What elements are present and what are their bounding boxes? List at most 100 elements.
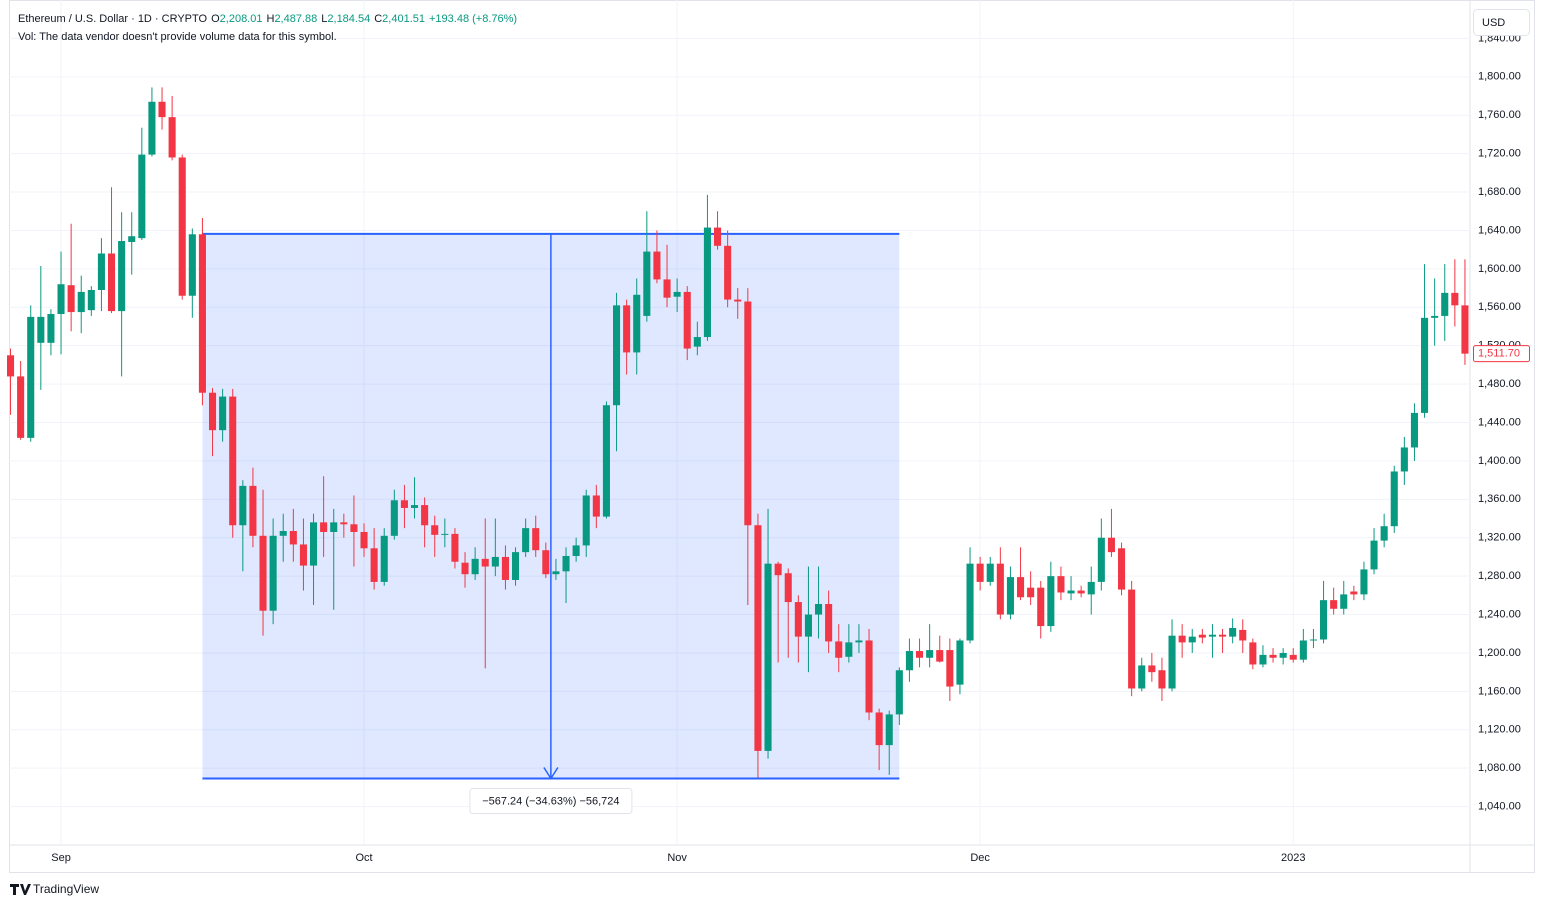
candle-body (1107, 537, 1115, 553)
candle-body (663, 279, 671, 298)
candle-body (1370, 540, 1378, 570)
candle-body (320, 522, 328, 532)
candle-body (1037, 587, 1045, 627)
candle-body (67, 285, 75, 313)
y-tick-label: 1,480.00 (1478, 378, 1521, 390)
candle-body (804, 614, 812, 637)
measure-label: −567.24 (−34.63%) −56,724 (482, 795, 619, 807)
candle-body (259, 535, 267, 611)
candle-body (451, 533, 459, 562)
candle-body (410, 505, 419, 508)
candles (6, 87, 1469, 778)
candle-body (1198, 634, 1206, 638)
candle-body (613, 305, 621, 406)
y-tick-label: 1,040.00 (1478, 800, 1521, 812)
x-tick-label: Nov (667, 852, 687, 864)
measure-label-box (469, 787, 633, 814)
candle-body (835, 641, 843, 658)
brand-logo[interactable] (10, 884, 31, 895)
y-tick-label: 1,240.00 (1478, 608, 1521, 620)
candle-body (27, 316, 35, 438)
y-tick-label: 1,160.00 (1478, 685, 1521, 697)
candle-body (37, 316, 45, 343)
candle-body (825, 603, 833, 642)
candle-body (370, 548, 378, 582)
currency-button[interactable]: USD (1473, 9, 1530, 36)
y-tick-label: 1,280.00 (1478, 570, 1521, 582)
candle-body (17, 376, 25, 438)
candle-body (1077, 590, 1085, 594)
candle-body (511, 552, 520, 580)
y-tick-label: 1,200.00 (1478, 647, 1521, 659)
candle-body (966, 563, 974, 641)
candle-body (1410, 412, 1418, 448)
brand-name[interactable]: TradingView (33, 882, 99, 896)
candle-body (188, 234, 196, 296)
candle-body (1330, 600, 1338, 609)
ohlc-label: O (211, 13, 220, 25)
candle-body (1279, 652, 1287, 658)
candle-body (633, 294, 641, 353)
candle-body (562, 555, 570, 572)
brand[interactable]: TradingView (10, 882, 99, 896)
candle-body (421, 505, 429, 526)
candle-body (845, 642, 853, 657)
candle-body (946, 650, 954, 687)
candle-body (976, 563, 984, 582)
currency[interactable]: USD (1482, 17, 1505, 29)
x-tick-label: 2023 (1281, 852, 1305, 864)
candle-body (1461, 305, 1469, 354)
candle-body (1047, 576, 1055, 627)
candle-body (916, 651, 924, 658)
candle-body (673, 291, 681, 297)
y-tick-label: 1,440.00 (1478, 416, 1521, 428)
candle-body (97, 253, 105, 290)
candle-body (653, 251, 661, 280)
candle-body (279, 531, 287, 536)
y-tick-label: 1,560.00 (1478, 301, 1521, 313)
candle-body (168, 117, 176, 158)
y-tick-label: 1,400.00 (1478, 455, 1521, 467)
y-tick-label: 1,640.00 (1478, 224, 1521, 236)
candle-body (289, 531, 297, 545)
candle-body (1118, 548, 1126, 590)
candle-body (936, 650, 944, 662)
candle-body (643, 251, 651, 316)
measure-tool[interactable]: −567.24 (−34.63%) −56,724 (202, 232, 900, 814)
candle-body (532, 528, 540, 551)
candle-body (815, 603, 823, 615)
candle-body (380, 535, 388, 582)
candle-body (441, 533, 449, 535)
candle-body (400, 500, 408, 508)
candle-body (350, 524, 358, 532)
candle-body (77, 291, 85, 313)
candle-body (219, 396, 227, 431)
candle-body (1229, 627, 1237, 637)
candle-body (239, 485, 247, 526)
candle-body (996, 563, 1004, 615)
candle-body (491, 556, 499, 567)
candle-body (895, 670, 903, 715)
candle-body (1380, 526, 1388, 541)
candle-body (1006, 577, 1014, 615)
legend: Ethereum / U.S. Dollar · 1D · CRYPTO O2,2… (18, 13, 517, 43)
candle-body (6, 355, 15, 377)
y-tick-label: 1,360.00 (1478, 493, 1521, 505)
ohlc-value: 2,401.51 (382, 13, 425, 25)
candle-body (128, 236, 136, 242)
volume-note: Vol: The data vendor doesn't provide vol… (18, 31, 337, 43)
candle-body (340, 522, 348, 525)
candle-body (249, 485, 257, 536)
candle-body (1188, 636, 1196, 643)
candle-body (1239, 629, 1247, 641)
candle-body (1441, 292, 1449, 316)
candle-body (1421, 317, 1429, 413)
chart-frame (9, 0, 1535, 873)
candle-body (390, 500, 398, 536)
candle-body (522, 528, 530, 553)
candle-body (552, 571, 560, 575)
candle-body (471, 558, 479, 575)
currency-box[interactable] (1473, 9, 1530, 36)
candle-body (926, 650, 934, 658)
candle-body (1309, 639, 1317, 641)
